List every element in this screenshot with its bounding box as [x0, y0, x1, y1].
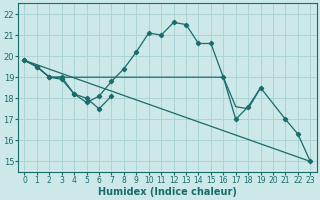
- X-axis label: Humidex (Indice chaleur): Humidex (Indice chaleur): [98, 187, 237, 197]
